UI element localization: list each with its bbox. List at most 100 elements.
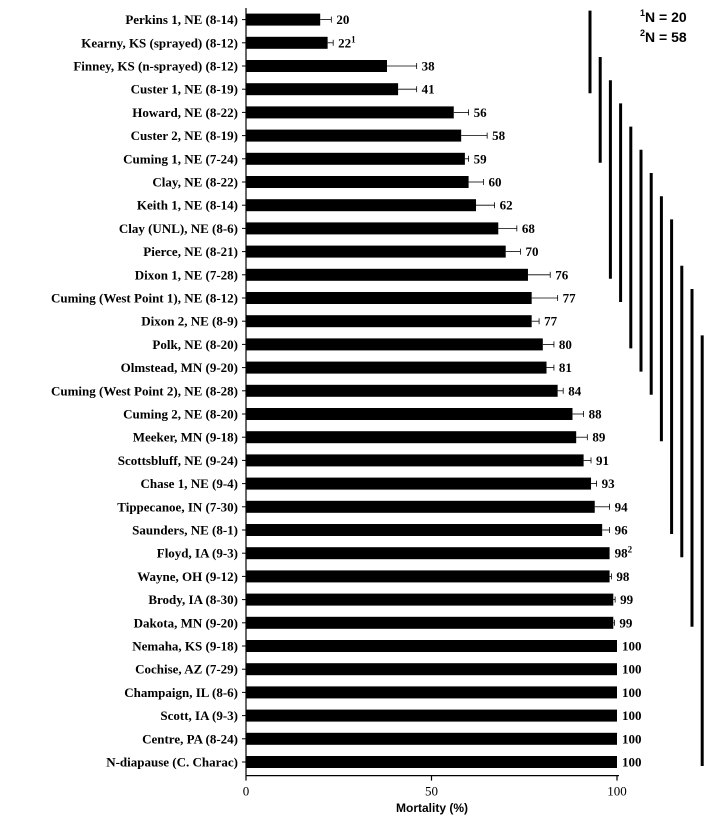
category-label: Cuming 1, NE (7-24): [123, 151, 238, 166]
x-axis: 0 50 100: [242, 8, 627, 799]
category-label: Centre, PA (8-24): [142, 731, 238, 746]
value-label: 98: [616, 569, 630, 584]
value-label: 88: [589, 407, 603, 422]
value-label: 221: [338, 34, 356, 50]
value-label: 100: [622, 708, 642, 723]
category-label: Cuming 2, NE (8-20): [123, 407, 238, 422]
category-label: Dixon 2, NE (8-9): [141, 314, 238, 329]
value-label: 89: [592, 430, 606, 445]
value-label: 100: [622, 662, 642, 677]
value-label: 100: [622, 755, 642, 770]
sample-size-notes: 1N = 20 2N = 58: [640, 8, 687, 45]
bar: [246, 361, 547, 374]
bar: [246, 431, 577, 444]
bar: [246, 176, 469, 188]
value-label: 94: [615, 499, 629, 514]
category-label: Pierce, NE (8-21): [143, 244, 238, 259]
bar: [246, 524, 603, 536]
x-axis-title: Mortality (%): [396, 801, 468, 815]
value-label: 68: [522, 221, 536, 236]
value-label: 20: [336, 12, 349, 27]
category-label: Dakota, MN (9-20): [134, 615, 238, 630]
value-label: 59: [474, 151, 488, 166]
category-label: Scott, IA (9-3): [160, 708, 238, 723]
bar: [246, 268, 528, 281]
bar: [246, 640, 617, 652]
sample-size-note: 2N = 58: [640, 28, 687, 45]
bar: [246, 686, 617, 699]
category-label: Tippecanoe, IN (7-30): [117, 499, 238, 514]
category-label: Dixon 1, NE (7-28): [135, 267, 238, 282]
category-label: Custer 2, NE (8-19): [131, 128, 238, 143]
category-label: Howard, NE (8-22): [132, 105, 238, 120]
bar: [246, 477, 592, 490]
bar: [246, 83, 399, 96]
category-label: Perkins 1, NE (8-14): [125, 12, 238, 27]
value-label: 80: [559, 337, 572, 352]
bar: [246, 500, 595, 513]
value-label: 56: [474, 105, 488, 120]
value-label: 58: [492, 128, 506, 143]
value-label: 41: [422, 82, 435, 97]
value-label: 81: [559, 360, 572, 375]
sample-size-note: 1N = 20: [640, 8, 687, 25]
value-label: 982: [615, 545, 633, 561]
bar: [246, 60, 387, 72]
x-tick-label: 0: [243, 784, 250, 799]
value-label: 100: [622, 685, 642, 700]
bar: [246, 547, 610, 560]
category-label: N-diapause (C. Charac): [106, 755, 238, 770]
bar: [246, 199, 477, 212]
bar: [246, 36, 328, 49]
value-label: 70: [526, 244, 539, 259]
bar: [246, 292, 532, 304]
category-label: Polk, NE (8-20): [152, 337, 238, 352]
bar: [246, 709, 617, 722]
bar: [246, 245, 506, 258]
category-label: Clay (UNL), NE (8-6): [119, 221, 238, 236]
category-label: Brody, IA (8-30): [148, 592, 238, 607]
category-label: Keith 1, NE (8-14): [137, 198, 238, 213]
category-labels: Perkins 1, NE (8-14) Kearny, KS (sprayed)…: [51, 12, 238, 769]
value-label: 84: [568, 383, 582, 398]
value-label: 96: [615, 523, 629, 538]
bar: [246, 222, 499, 235]
bar: [246, 106, 454, 119]
bar: [246, 593, 614, 606]
value-labels: 2022138415658596062687076777780818488899…: [336, 12, 641, 769]
bar: [246, 408, 573, 420]
bar: [246, 756, 617, 768]
bar: [246, 732, 617, 745]
category-label: Cuming (West Point 2), NE (8-28): [51, 383, 238, 398]
bar: [246, 315, 532, 328]
grouping-lines: [588, 10, 704, 766]
value-label: 38: [422, 59, 436, 74]
category-label: Finney, KS (n-sprayed) (8-12): [73, 59, 238, 74]
category-label: Cochise, AZ (7-29): [135, 662, 238, 677]
category-label: Kearny, KS (sprayed) (8-12): [81, 35, 238, 50]
category-label: Clay, NE (8-22): [152, 175, 238, 190]
bar: [246, 384, 558, 397]
category-label: Meeker, MN (9-18): [133, 430, 238, 445]
category-label: Champaign, IL (8-6): [124, 685, 238, 700]
category-label: Olmstead, MN (9-20): [121, 360, 238, 375]
value-label: 60: [488, 175, 501, 190]
bar: [246, 129, 462, 142]
value-label: 62: [500, 198, 513, 213]
value-label: 77: [544, 314, 558, 329]
value-label: 99: [619, 615, 633, 630]
category-label: Scottsbluff, NE (9-24): [118, 453, 238, 468]
value-label: 100: [622, 639, 642, 654]
x-tick-label: 100: [607, 784, 627, 799]
bar: [246, 663, 617, 676]
bars: [246, 13, 617, 768]
category-label: Nemaha, KS (9-18): [132, 639, 238, 654]
bar: [246, 13, 321, 26]
value-label: 91: [596, 453, 609, 468]
value-label: 99: [620, 592, 634, 607]
category-label: Chase 1, NE (9-4): [141, 476, 239, 491]
value-label: 93: [602, 476, 616, 491]
category-label: Cuming (West Point 1), NE (8-12): [51, 291, 238, 306]
bar: [246, 338, 543, 351]
